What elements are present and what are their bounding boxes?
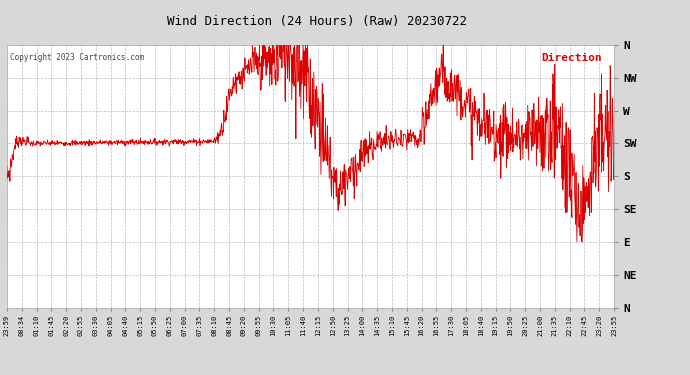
Text: Direction: Direction — [541, 53, 602, 63]
Text: Wind Direction (24 Hours) (Raw) 20230722: Wind Direction (24 Hours) (Raw) 20230722 — [168, 15, 467, 28]
Text: Copyright 2023 Cartronics.com: Copyright 2023 Cartronics.com — [10, 53, 144, 62]
